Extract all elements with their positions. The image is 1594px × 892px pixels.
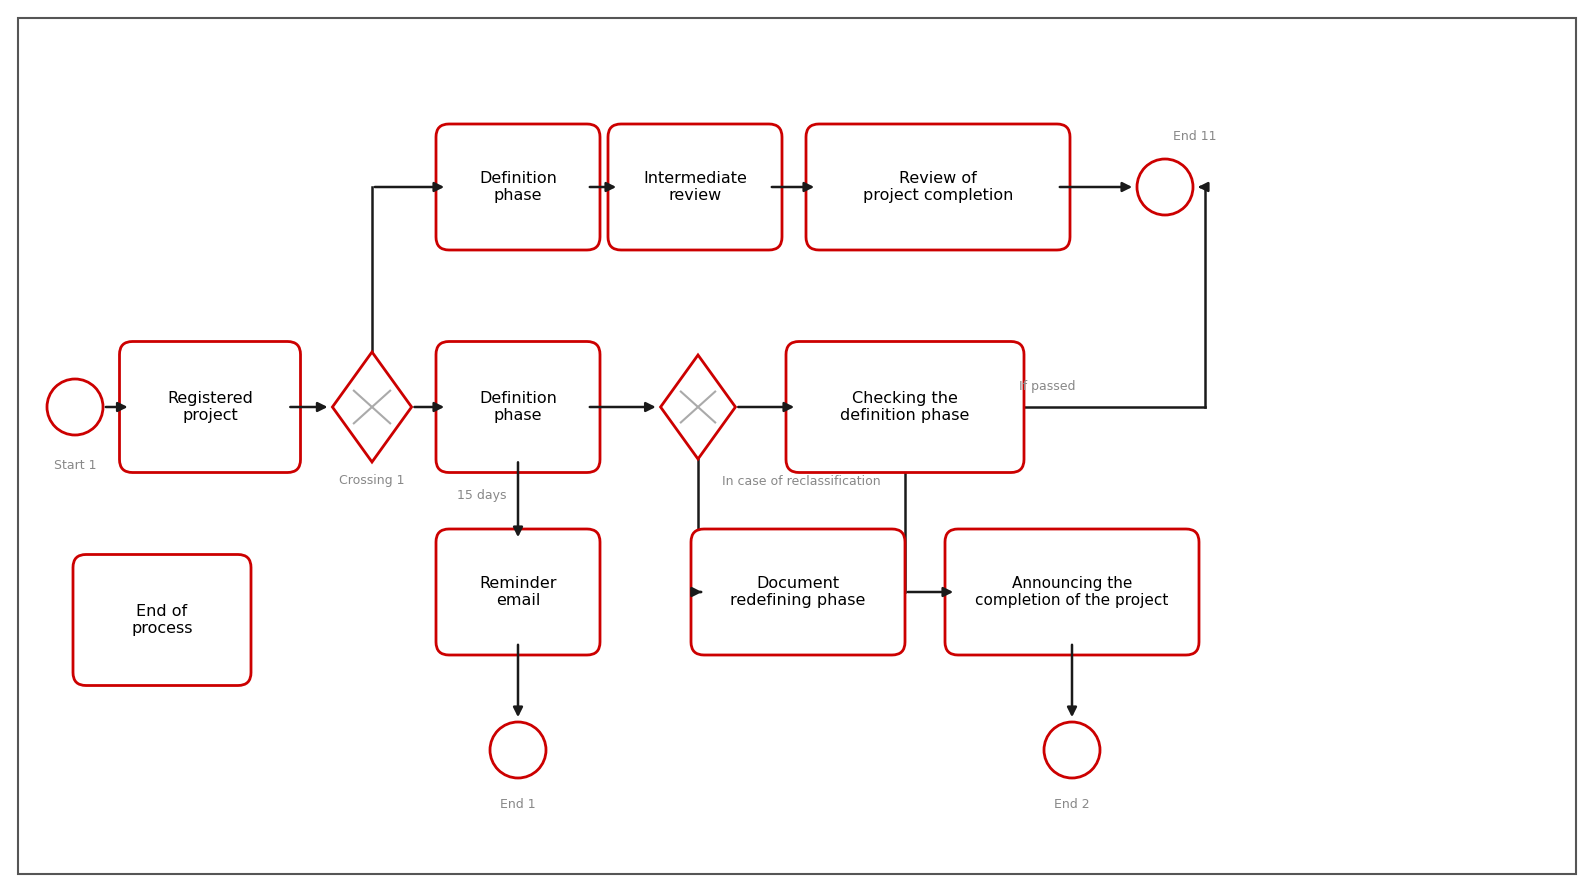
Text: End 2: End 2 xyxy=(1054,798,1090,811)
Text: Definition
phase: Definition phase xyxy=(480,391,556,423)
Text: Start 1: Start 1 xyxy=(54,459,96,472)
Circle shape xyxy=(489,722,547,778)
FancyBboxPatch shape xyxy=(437,342,599,473)
Text: If passed: If passed xyxy=(1019,380,1076,393)
Text: Document
redefining phase: Document redefining phase xyxy=(730,576,866,608)
Circle shape xyxy=(46,379,104,435)
Text: Review of
project completion: Review of project completion xyxy=(862,170,1014,203)
Text: Reminder
email: Reminder email xyxy=(480,576,556,608)
Text: 15 days: 15 days xyxy=(456,489,505,502)
FancyBboxPatch shape xyxy=(120,342,301,473)
Text: Intermediate
review: Intermediate review xyxy=(642,170,748,203)
FancyBboxPatch shape xyxy=(692,529,905,655)
Text: End 1: End 1 xyxy=(501,798,536,811)
Text: Checking the
definition phase: Checking the definition phase xyxy=(840,391,969,423)
FancyBboxPatch shape xyxy=(945,529,1199,655)
FancyBboxPatch shape xyxy=(786,342,1023,473)
Text: Crossing 1: Crossing 1 xyxy=(340,474,405,487)
FancyBboxPatch shape xyxy=(437,529,599,655)
Polygon shape xyxy=(333,352,411,462)
Text: End of
process: End of process xyxy=(131,604,193,636)
Text: In case of reclassification: In case of reclassification xyxy=(722,475,881,488)
Polygon shape xyxy=(660,355,735,459)
Text: Announcing the
completion of the project: Announcing the completion of the project xyxy=(976,576,1168,608)
FancyBboxPatch shape xyxy=(807,124,1070,250)
FancyBboxPatch shape xyxy=(437,124,599,250)
Circle shape xyxy=(1137,159,1192,215)
Circle shape xyxy=(1044,722,1100,778)
FancyBboxPatch shape xyxy=(73,555,250,685)
Text: Definition
phase: Definition phase xyxy=(480,170,556,203)
Text: End 11: End 11 xyxy=(1173,130,1216,143)
FancyBboxPatch shape xyxy=(607,124,783,250)
Text: Registered
project: Registered project xyxy=(167,391,253,423)
